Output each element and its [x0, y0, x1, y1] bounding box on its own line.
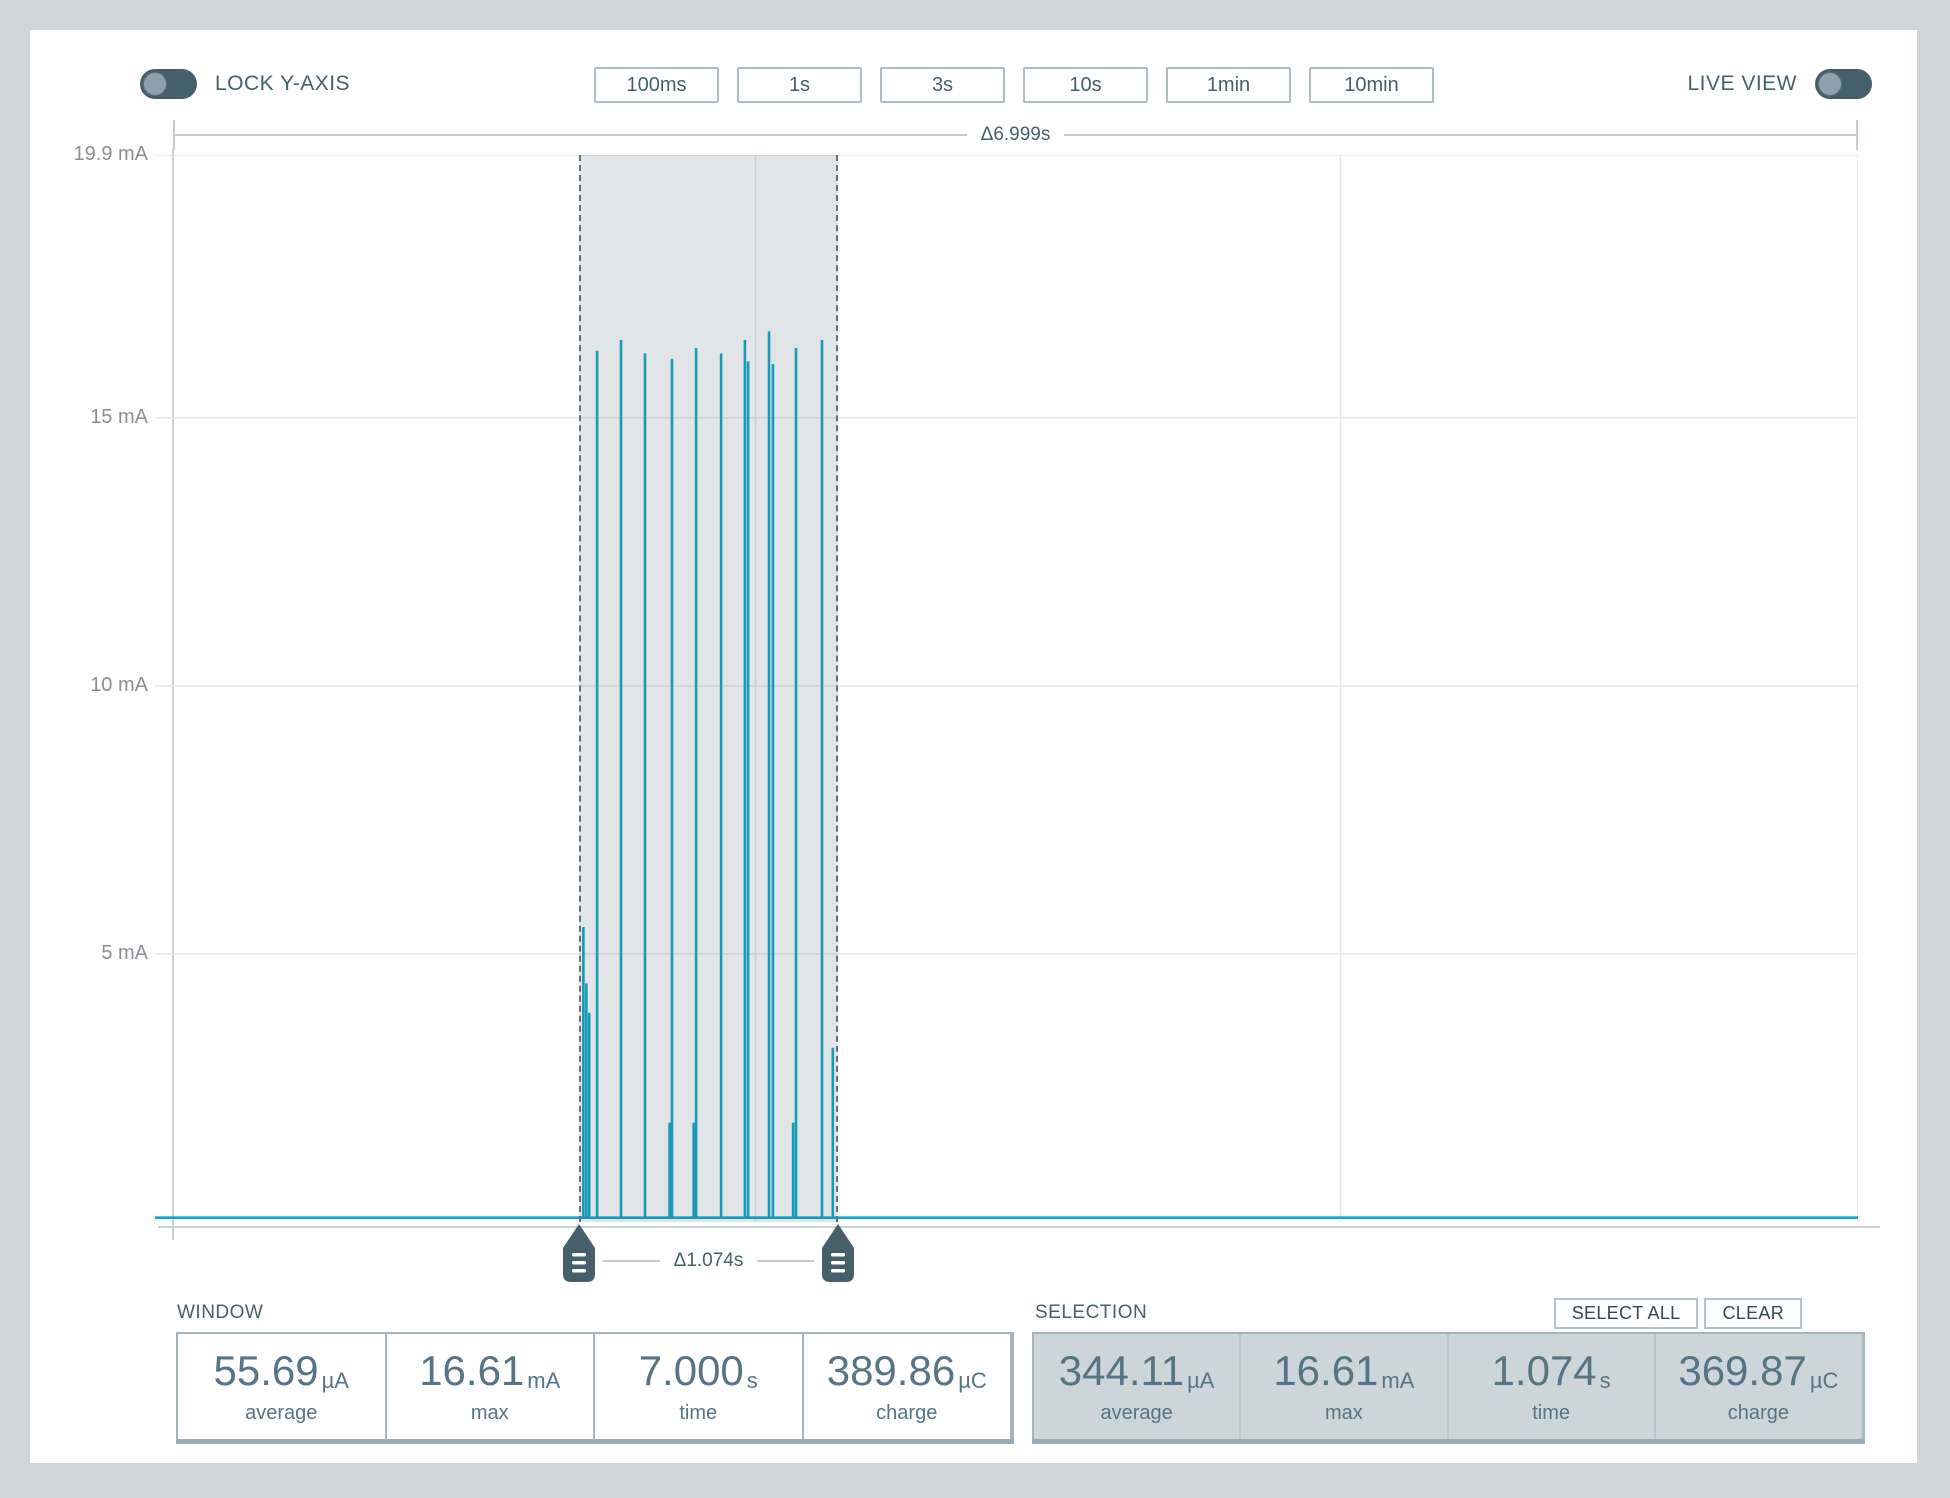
range-button-1min[interactable]: 1min — [1166, 67, 1291, 103]
live-view-switch-knob — [1818, 72, 1842, 96]
y-tick-label: 5 mA — [101, 941, 148, 964]
range-button-10s[interactable]: 10s — [1023, 67, 1148, 103]
selection-stat-label: charge — [1727, 1402, 1789, 1424]
x-axis-line — [158, 1226, 1880, 1228]
selection-region — [579, 155, 838, 1222]
selection-stat-value: 1.074 — [1491, 1347, 1597, 1394]
current-chart[interactable] — [155, 155, 1858, 1222]
selection-stat-unit: µC — [1809, 1368, 1839, 1393]
selection-stats-grid: 344.11 µA average 16.61 mA max 1.074 s time 369.8… — [1032, 1332, 1865, 1444]
window-stat-average: 55.69 µA average — [178, 1334, 387, 1439]
selection-delta-left-line — [603, 1260, 660, 1262]
lock-y-axis-switch-knob — [143, 72, 167, 96]
range-button-3s[interactable]: 3s — [880, 67, 1005, 103]
window-delta-label: Δ6.999s — [980, 124, 1051, 145]
window-stat-unit: s — [746, 1368, 758, 1393]
bracket-left-line — [175, 134, 967, 136]
selection-stat-time: 1.074 s time — [1449, 1334, 1656, 1439]
selection-stat-unit: s — [1599, 1368, 1611, 1393]
range-button-10min[interactable]: 10min — [1309, 67, 1434, 103]
selection-stat-value: 344.11 — [1058, 1347, 1185, 1394]
time-range-button-row: 100ms 1s 3s 10s 1min 10min — [594, 67, 1434, 103]
window-stat-value: 16.61 — [419, 1347, 525, 1394]
selection-stat-label: average — [1100, 1402, 1173, 1424]
selection-stat-label: max — [1324, 1402, 1363, 1424]
window-stat-max: 16.61 mA max — [387, 1334, 595, 1439]
window-stat-label: time — [679, 1402, 718, 1424]
live-view-label: LIVE VIEW — [1687, 72, 1797, 95]
bracket-right-line — [1064, 134, 1856, 136]
window-stat-label: charge — [876, 1402, 938, 1424]
lock-y-axis-label: LOCK Y-AXIS — [215, 72, 351, 95]
y-axis-line — [172, 148, 174, 1240]
window-stat-time: 7.000 s time — [595, 1334, 804, 1439]
bracket-right-tick — [1856, 120, 1858, 150]
window-stat-label: max — [470, 1402, 509, 1424]
selection-stat-value: 369.87 — [1678, 1347, 1807, 1394]
window-stat-charge: 389.86 µC charge — [804, 1334, 1012, 1439]
window-stats-grid: 55.69 µA average 16.61 mA max 7.000 s time 389.86… — [176, 1332, 1014, 1444]
window-stat-unit: mA — [527, 1368, 561, 1393]
y-tick-label: 19.9 mA — [73, 143, 148, 165]
range-button-1s[interactable]: 1s — [737, 67, 862, 103]
bracket-left-tick — [173, 120, 175, 150]
selection-delta-label: Δ1.074s — [673, 1250, 744, 1271]
selection-stat-max: 16.61 mA max — [1241, 1334, 1449, 1439]
selection-stat-unit: mA — [1381, 1368, 1415, 1393]
window-delta-bracket: Δ6.999s — [173, 120, 1858, 150]
selection-stat-average: 344.11 µA average — [1034, 1334, 1242, 1439]
window-stat-value: 389.86 — [826, 1347, 956, 1394]
lock-y-axis-toggle-group: LOCK Y-AXIS — [140, 68, 350, 100]
selection-handle-right[interactable] — [822, 1224, 854, 1282]
main-panel: LOCK Y-AXIS 100ms 1s 3s 10s 1min 10min LIVE V… — [30, 30, 1917, 1463]
window-stat-label: average — [245, 1402, 318, 1424]
y-tick-label: 10 mA — [90, 673, 148, 696]
selection-stat-label: time — [1532, 1402, 1571, 1424]
y-tick-label: 15 mA — [90, 405, 148, 428]
select-all-button[interactable]: SELECT ALL — [1553, 1298, 1699, 1329]
lock-y-axis-switch[interactable] — [140, 69, 197, 99]
window-stats-title: WINDOW — [177, 1302, 264, 1323]
window-stat-unit: µA — [321, 1368, 349, 1393]
window-stat-value: 55.69 — [213, 1347, 319, 1394]
selection-delta-right-line — [757, 1260, 814, 1262]
window-stat-unit: µC — [958, 1368, 987, 1393]
selection-action-buttons: SELECT ALL CLEAR — [1553, 1298, 1802, 1329]
selection-stat-charge: 369.87 µC charge — [1656, 1334, 1863, 1439]
live-view-toggle-group: LIVE VIEW — [1687, 68, 1872, 100]
clear-button[interactable]: CLEAR — [1704, 1298, 1802, 1329]
selection-delta-bracket: Δ1.074s — [603, 1246, 814, 1276]
window-stat-value: 7.000 — [638, 1347, 744, 1394]
selection-stat-value: 16.61 — [1273, 1347, 1379, 1394]
selection-stat-unit: µA — [1187, 1368, 1215, 1393]
live-view-switch[interactable] — [1815, 69, 1872, 99]
range-button-100ms[interactable]: 100ms — [594, 67, 719, 103]
selection-handle-left[interactable] — [563, 1224, 595, 1282]
selection-stats-title: SELECTION — [1035, 1302, 1148, 1323]
